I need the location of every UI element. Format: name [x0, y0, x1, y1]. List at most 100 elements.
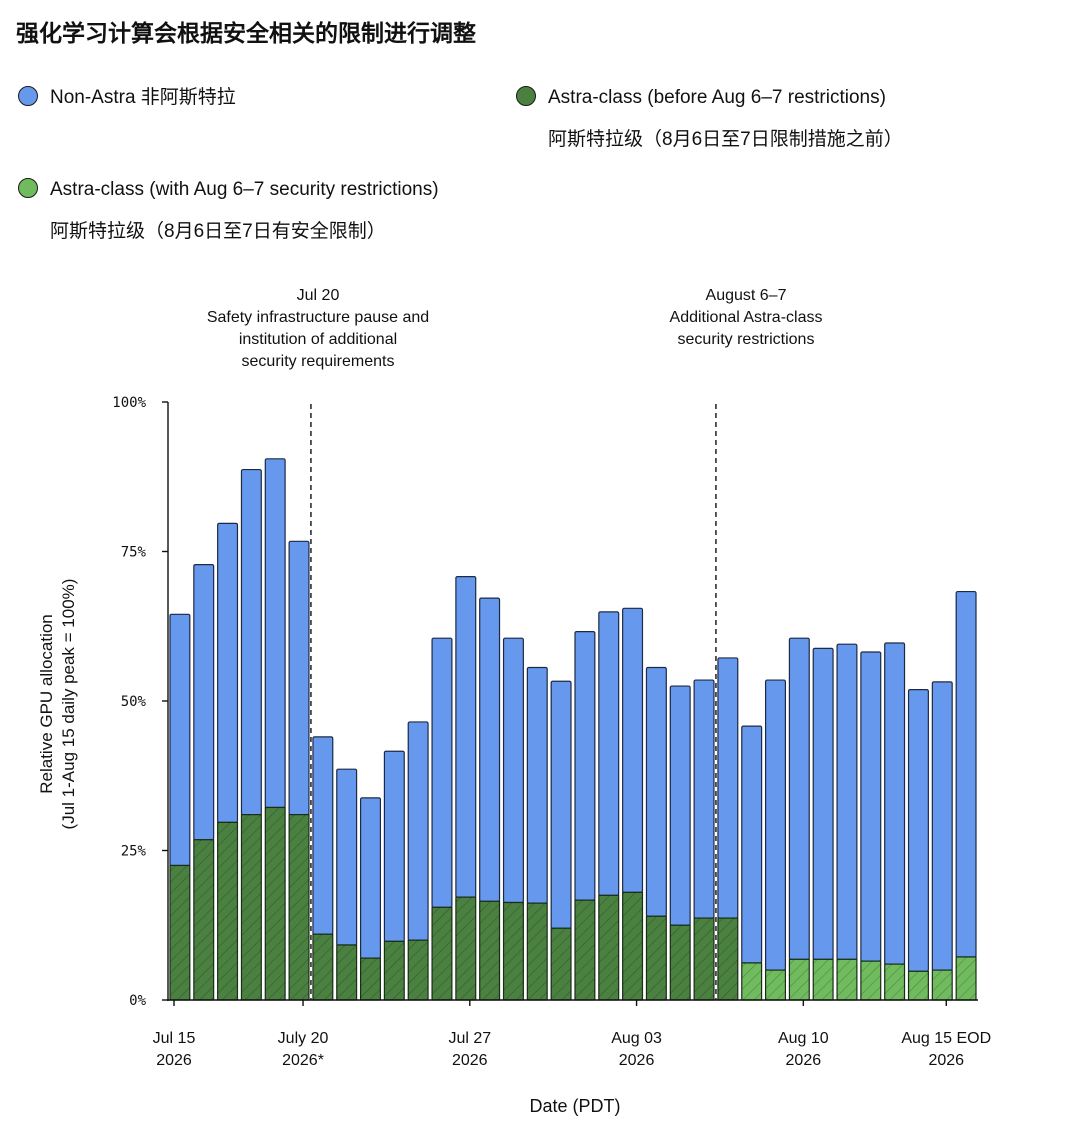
- bar-astra-hatch-9: [384, 941, 405, 1000]
- bar-non-astra-18: [598, 611, 620, 896]
- bar-non-astra-0: [169, 613, 191, 867]
- bar-non-astra-6: [312, 736, 334, 935]
- legend-swatch-astra-after: [18, 178, 38, 198]
- bar-astra-hatch-28: [837, 959, 857, 1000]
- bar-astra-hatch-10: [408, 940, 429, 1000]
- legend-non-astra: Non-Astra 非阿斯特拉: [18, 84, 236, 112]
- y-tick-label-4: 100%: [112, 395, 146, 411]
- bar-non-astra-27: [812, 647, 834, 960]
- bar-astra-hatch-23: [717, 918, 738, 1000]
- x-tick-label-2: Jul 27: [448, 1030, 491, 1047]
- bar-astra-hatch-18: [598, 895, 619, 1000]
- bar-astra-hatch-1: [193, 839, 214, 1000]
- x-tick-label-4: Aug 10: [778, 1030, 829, 1047]
- chart-title: 强化学习计算会根据安全相关的限制进行调整: [16, 21, 476, 47]
- x-tick-label-0: Jul 15: [153, 1030, 196, 1047]
- bar-astra-hatch-31: [908, 971, 929, 1000]
- bar-astra-hatch-33: [956, 956, 976, 1000]
- bar-astra-hatch-16: [551, 928, 571, 1000]
- bar-astra-hatch-17: [575, 900, 595, 1000]
- x-tick-year-4: 2026: [786, 1052, 822, 1069]
- y-tick-label-3: 75%: [121, 545, 147, 561]
- bar-non-astra-12: [455, 576, 477, 898]
- bar-astra-hatch-13: [479, 901, 500, 1000]
- bar-non-astra-28: [836, 643, 858, 960]
- bar-non-astra-7: [336, 768, 358, 946]
- bar-non-astra-10: [407, 721, 429, 941]
- bar-astra-hatch-14: [503, 902, 524, 1000]
- y-tick-label-2: 50%: [121, 694, 147, 710]
- bar-non-astra-31: [907, 689, 929, 972]
- bar-astra-hatch-11: [432, 907, 452, 1000]
- legend-label-astra-after: Astra-class (with Aug 6–7 security restr…: [50, 179, 439, 200]
- bar-astra-hatch-27: [813, 959, 834, 1000]
- legend-swatch-non-astra: [18, 86, 38, 106]
- bar-non-astra-13: [479, 597, 501, 902]
- bar-non-astra-16: [550, 680, 572, 929]
- bar-non-astra-26: [788, 637, 810, 960]
- legend-label-non-astra: Non-Astra 非阿斯特拉: [50, 87, 236, 108]
- annotation-jul20-line1: Safety infrastructure pause and: [206, 309, 430, 326]
- bar-astra-hatch-25: [765, 970, 786, 1000]
- bar-non-astra-22: [693, 679, 715, 919]
- x-tick-label-5: Aug 15 EOD: [901, 1030, 991, 1047]
- y-tick-label-0: 0%: [129, 993, 146, 1009]
- bar-non-astra-25: [764, 679, 787, 971]
- bar-non-astra-15: [526, 666, 548, 904]
- bar-astra-hatch-12: [455, 897, 476, 1000]
- x-tick-year-0: 2026: [156, 1052, 192, 1069]
- legend-astra-before: Astra-class (before Aug 6–7 restrictions…: [516, 84, 903, 154]
- bar-astra-hatch-15: [527, 903, 548, 1000]
- bar-non-astra-30: [884, 642, 906, 965]
- bar-astra-hatch-24: [741, 962, 762, 1000]
- bar-astra-hatch-2: [217, 822, 238, 1000]
- legend-astra-after: Astra-class (with Aug 6–7 security restr…: [18, 176, 439, 246]
- bar-astra-hatch-32: [932, 970, 953, 1000]
- x-tick-label-3: Aug 03: [611, 1030, 662, 1047]
- legend-label-astra-before-cn: 阿斯特拉级（8月6日至7日限制措施之前）: [548, 129, 903, 150]
- bar-non-astra-11: [431, 637, 453, 908]
- bar-non-astra-1: [193, 564, 215, 841]
- bar-non-astra-32: [931, 681, 953, 971]
- bar-astra-hatch-7: [336, 944, 357, 1000]
- bar-astra-hatch-4: [265, 807, 286, 1000]
- bar-astra-hatch-26: [789, 959, 810, 1000]
- x-axis-label: Date (PDT): [529, 1096, 621, 1116]
- bar-non-astra-8: [359, 797, 382, 959]
- bar-non-astra-21: [669, 685, 691, 926]
- bar-non-astra-4: [264, 458, 286, 809]
- annotation-aug67-date: August 6–7: [705, 287, 787, 304]
- bar-astra-hatch-29: [860, 961, 881, 1000]
- y-tick-label-1: 25%: [121, 844, 147, 860]
- bar-astra-hatch-5: [289, 814, 309, 1000]
- bar-astra-hatch-6: [312, 934, 333, 1000]
- annotation-aug67-line2: security restrictions: [677, 331, 815, 348]
- annotation-aug67-line1: Additional Astra-class: [669, 309, 823, 326]
- bar-astra-hatch-19: [622, 892, 643, 1000]
- bar-astra-hatch-22: [694, 918, 714, 1000]
- bar-non-astra-3: [240, 468, 262, 816]
- bar-non-astra-9: [383, 750, 405, 942]
- x-tick-year-1: 2026*: [282, 1052, 324, 1069]
- x-tick-year-3: 2026: [619, 1052, 655, 1069]
- bar-astra-hatch-30: [884, 964, 905, 1000]
- bar-astra-hatch-0: [170, 865, 190, 1000]
- bar-astra-hatch-20: [646, 916, 667, 1000]
- annotation-jul20-date: Jul 20: [296, 287, 340, 304]
- bar-non-astra-20: [645, 666, 667, 917]
- legend-label-astra-before: Astra-class (before Aug 6–7 restrictions…: [548, 87, 886, 108]
- bar-non-astra-19: [622, 607, 644, 893]
- bar-non-astra-33: [955, 590, 977, 958]
- legend-label-astra-after-cn: 阿斯特拉级（8月6日至7日有安全限制）: [50, 221, 386, 242]
- annotation-jul20-line3: security requirements: [241, 353, 395, 370]
- bar-non-astra-24: [741, 725, 763, 964]
- bar-astra-hatch-8: [360, 958, 381, 1000]
- bar-non-astra-2: [217, 522, 239, 823]
- bar-astra-hatch-3: [241, 814, 262, 1000]
- x-tick-label-1: July 20: [278, 1030, 329, 1047]
- bar-non-astra-29: [860, 651, 882, 962]
- bar-non-astra-14: [502, 637, 524, 904]
- bar-non-astra-17: [574, 631, 596, 901]
- bar-non-astra-23: [717, 657, 739, 919]
